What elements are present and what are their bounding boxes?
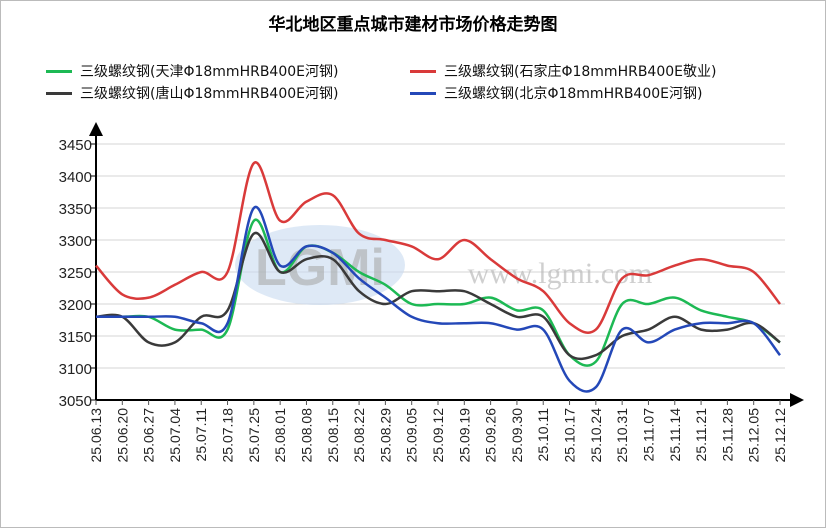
x-axis-arrow	[790, 393, 804, 407]
y-tick-label: 3250	[59, 265, 92, 282]
x-tick-label: 25.08.15	[325, 408, 341, 463]
legend-label: 三级螺纹钢(天津Φ18mmHRB400E河钢)	[80, 64, 339, 80]
x-tick-label: 25.09.05	[404, 408, 420, 463]
x-tick-label: 25.08.22	[351, 408, 367, 463]
y-axis-arrow	[89, 122, 103, 136]
x-tick-label: 25.11.14	[667, 408, 683, 462]
legend-swatch	[46, 69, 72, 73]
x-tick-label: 25.09.26	[483, 408, 499, 463]
legend-label: 三级螺纹钢(北京Φ18mmHRB400E河钢)	[444, 86, 703, 102]
x-tick-label: 25.06.13	[88, 408, 104, 463]
y-tick-label: 3450	[59, 137, 92, 154]
y-tick-label: 3150	[59, 329, 92, 346]
legend-label: 三级螺纹钢(唐山Φ18mmHRB400E河钢)	[80, 86, 339, 102]
legend-swatch	[410, 69, 436, 73]
y-tick-label: 3300	[59, 233, 92, 250]
legend-swatch	[46, 91, 72, 95]
series-line	[95, 231, 781, 361]
y-tick-label: 3200	[59, 297, 92, 314]
x-tick-label: 25.07.11	[193, 408, 209, 462]
series-line	[95, 161, 781, 334]
x-tick-label: 25.10.24	[588, 408, 604, 463]
x-tick-label: 25.12.12	[772, 408, 788, 463]
watermark-logo	[235, 225, 405, 305]
x-tick-label: 25.09.12	[430, 408, 446, 463]
x-tick-label: 25.08.01	[272, 408, 288, 463]
series-line	[96, 218, 781, 367]
watermark-text: www.lgmi.com	[468, 257, 653, 290]
x-tick-label: 25.11.07	[640, 408, 656, 462]
chart-title: 华北地区重点城市建材市场价格走势图	[268, 15, 558, 35]
y-tick-label: 3100	[59, 361, 92, 378]
x-tick-label: 25.10.11	[535, 408, 551, 462]
x-tick-label: 25.08.08	[298, 408, 314, 463]
x-tick-label: 25.09.30	[509, 408, 525, 463]
x-tick-label: 25.10.17	[562, 408, 578, 463]
x-tick-label: 25.08.29	[377, 408, 393, 463]
x-tick-label: 25.06.20	[114, 408, 130, 463]
x-tick-label: 25.07.18	[220, 408, 236, 463]
legend-label: 三级螺纹钢(石家庄Φ18mmHRB400E敬业)	[444, 64, 717, 80]
legend-item-shijiazhuang: 三级螺纹钢(石家庄Φ18mmHRB400E敬业)	[410, 61, 716, 81]
x-tick-label: 25.12.05	[746, 408, 762, 463]
y-tick-label: 3050	[59, 393, 92, 410]
x-tick-label: 25.10.31	[614, 408, 630, 463]
x-tick-label: 25.06.27	[141, 408, 157, 463]
x-tick-label: 25.09.19	[456, 408, 472, 463]
legend-swatch	[410, 91, 436, 95]
y-tick-label: 3350	[59, 201, 92, 218]
x-tick-label: 25.07.25	[246, 408, 262, 463]
series-line	[96, 205, 781, 393]
x-tick-label: 25.11.28	[719, 408, 735, 462]
legend-item-tangshan: 三级螺纹钢(唐山Φ18mmHRB400E河钢)	[46, 83, 338, 103]
x-tick-label: 25.11.21	[693, 408, 709, 462]
y-tick-label: 3400	[59, 169, 92, 186]
legend-item-beijing: 三级螺纹钢(北京Φ18mmHRB400E河钢)	[410, 83, 702, 103]
x-tick-label: 25.07.04	[167, 408, 183, 463]
legend-item-tianjin: 三级螺纹钢(天津Φ18mmHRB400E河钢)	[46, 61, 338, 81]
